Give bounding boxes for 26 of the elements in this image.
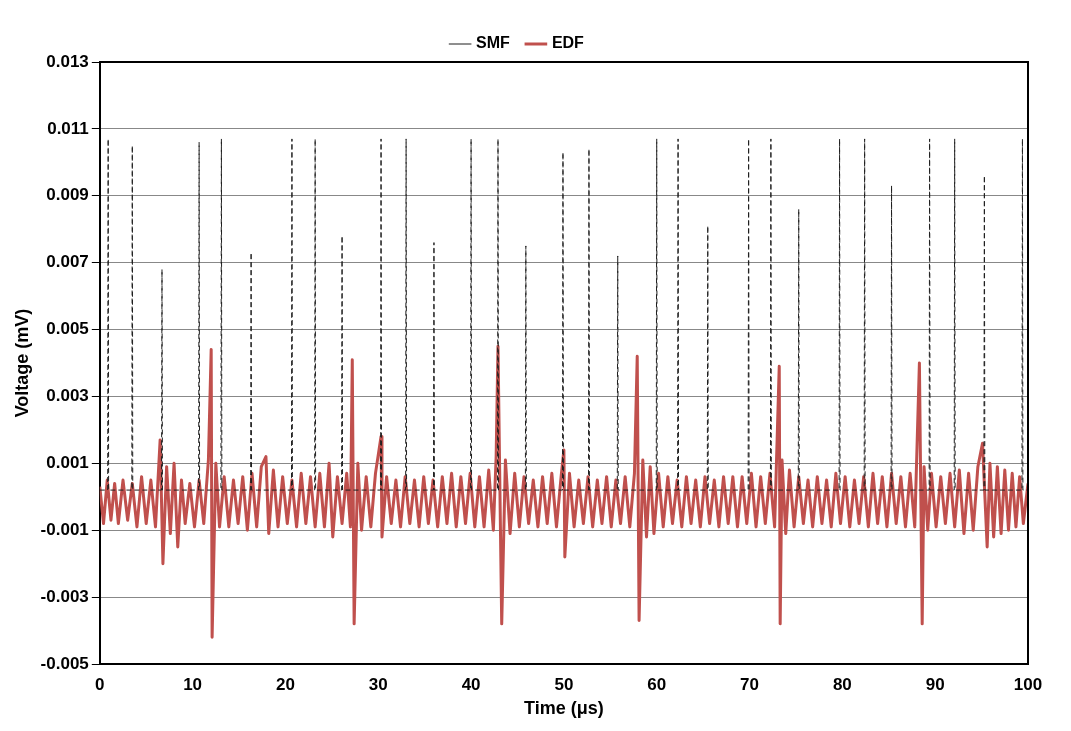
y-tick-label: 0.009 [46, 185, 89, 205]
y-tick-label: 0.011 [47, 118, 89, 138]
x-axis-title: Time (μs) [524, 698, 604, 719]
y-tick-label: 0.013 [46, 51, 89, 71]
legend-label: EDF [551, 34, 585, 52]
x-tick-label: 100 [1013, 674, 1043, 694]
y-tick-label: -0.001 [40, 519, 89, 539]
x-tick-label: 70 [740, 674, 759, 694]
legend-label: SMF [476, 34, 511, 52]
x-tick-label: 60 [647, 674, 667, 694]
x-tick-label: 40 [461, 674, 481, 694]
y-tick-label: -0.003 [40, 586, 89, 606]
y-tick-label: 0.007 [46, 252, 89, 272]
x-tick-label: 80 [832, 674, 852, 694]
x-tick-label: 20 [275, 674, 295, 694]
y-tick-label: -0.005 [40, 653, 89, 673]
x-tick-label: 90 [925, 674, 945, 694]
x-tick-label: 30 [368, 674, 388, 694]
line-series [99, 138, 1028, 491]
x-tick-label: 50 [554, 674, 574, 694]
y-tick-label: 0.003 [46, 386, 89, 406]
y-axis-title: Voltage (mV) [11, 308, 32, 418]
x-tick-label: 10 [183, 674, 203, 694]
y-tick-label: 0.001 [46, 453, 89, 473]
x-tick-label: 0 [95, 674, 105, 694]
y-tick-label: 0.005 [46, 319, 89, 339]
